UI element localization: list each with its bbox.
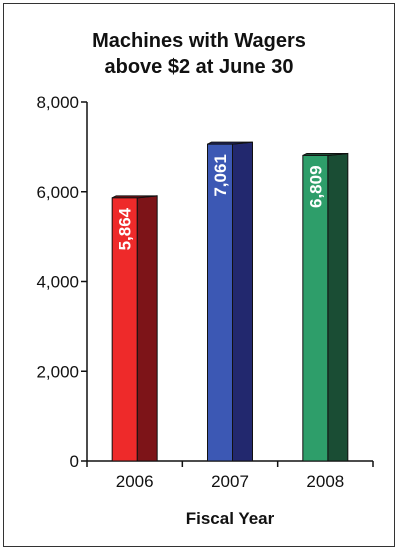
bar-side-2006 [136,195,158,462]
data-label-2008: 6,809 [306,165,325,208]
y-tick-label: 0 [70,452,79,471]
y-tick-label: 8,000 [36,93,79,112]
bar-2008 [302,154,329,462]
x-tick-label: 2008 [306,472,344,491]
bar-2007 [207,143,233,462]
data-label-2006: 5,864 [116,207,135,250]
y-tick-label: 4,000 [36,273,79,292]
y-tick-label: 2,000 [36,362,79,381]
bar-side-2007 [232,141,253,462]
chart-title: Machines with Wagers above $2 at June 30 [0,28,398,80]
data-label-2007: 7,061 [211,154,230,197]
x-tick-label: 2006 [116,472,154,491]
chart-title-line-1: Machines with Wagers [92,30,306,52]
bar-side-2008 [327,152,349,462]
bar-2006 [111,197,138,462]
x-tick-label: 2007 [211,472,249,491]
chart-title-line-2: above $2 at June 30 [104,56,294,78]
y-tick-label: 6,000 [36,183,79,202]
x-axis-title: Fiscal Year [186,509,275,528]
